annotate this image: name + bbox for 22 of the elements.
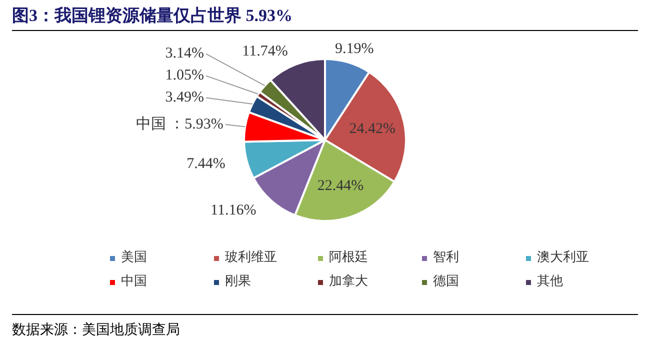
legend-label: 加拿大 [328, 272, 369, 290]
legend-label: 德国 [432, 272, 460, 290]
data-label: 中国 ：5.93% [136, 115, 224, 132]
source-note: 数据来源：美国地质调查局 [12, 314, 638, 339]
legend-label: 玻利维亚 [224, 248, 278, 266]
data-label: 7.44% [186, 156, 226, 172]
legend-label: 其他 [536, 272, 564, 290]
legend-label: 澳大利亚 [536, 248, 590, 266]
legend-label: 中国 [120, 272, 148, 290]
chart-title: 图3：我国锂资源储量仅占世界 5.93% [12, 4, 638, 31]
legend-label: 刚果 [224, 272, 252, 290]
legend-label: 美国 [120, 248, 148, 266]
legend-label: 智利 [432, 248, 460, 266]
data-label: 11.16% [210, 202, 256, 219]
legend-label: 阿根廷 [328, 248, 369, 266]
data-label: 24.42% [349, 121, 396, 138]
data-label: 22.44% [317, 178, 364, 194]
data-label: 9.19% [334, 40, 374, 57]
data-label: 11.74% [242, 43, 288, 60]
data-label: 1.05% [165, 68, 204, 84]
data-label: 3.49% [165, 90, 204, 106]
data-label: 3.14% [165, 46, 204, 62]
